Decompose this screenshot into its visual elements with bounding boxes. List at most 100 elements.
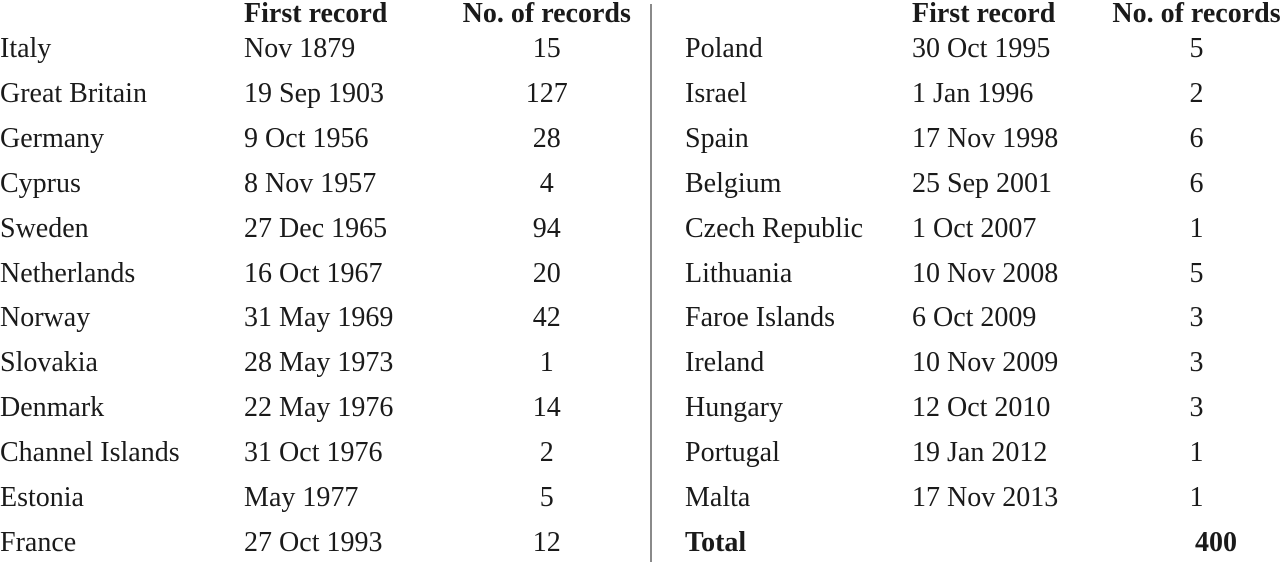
country-cell: Ireland [685, 347, 765, 379]
table-row: Sweden 27 Dec 1965 94 [0, 207, 640, 252]
first-record-cell: 19 Sep 1903 [244, 77, 385, 109]
first-record-cell: Nov 1879 [244, 33, 356, 64]
country-cell: Sweden [0, 212, 89, 244]
country-cell: Italy [0, 33, 52, 64]
first-record-cell: 1 Jan 1996 [912, 77, 1034, 109]
right-table-panel: First record No. of records Poland 30 Oct… [685, 0, 1280, 569]
table-row: Cyprus 8 Nov 1957 4 [0, 162, 640, 207]
first-record-cell: 1 Oct 2007 [912, 212, 1037, 244]
first-record-cell: 28 May 1973 [244, 347, 394, 379]
header-no-of-records: No. of records [462, 0, 631, 29]
records-count-cell: 2 [539, 437, 554, 469]
country-cell: Estonia [0, 482, 84, 514]
country-cell: Spain [685, 122, 749, 154]
first-record-cell: 12 Oct 2010 [912, 392, 1051, 424]
total-value: 400 [1195, 526, 1237, 558]
table-row: Germany 9 Oct 1956 28 [0, 117, 640, 162]
records-count-cell: 4 [539, 167, 554, 199]
first-record-cell: 17 Nov 2013 [912, 482, 1059, 514]
table-row: Netherlands 16 Oct 1967 20 [0, 252, 640, 297]
records-table-right: First record No. of records Poland 30 Oct… [685, 0, 1280, 566]
first-record-cell: 17 Nov 1998 [912, 122, 1059, 154]
table-row: Spain 17 Nov 1998 6 [685, 117, 1280, 162]
table-row: Italy Nov 1879 15 [0, 27, 640, 72]
left-table-panel: First record No. of records Italy Nov 187… [0, 0, 640, 566]
country-cell: Germany [0, 122, 105, 154]
records-count-cell: 5 [1189, 33, 1204, 64]
first-record-cell: 10 Nov 2008 [912, 257, 1059, 289]
country-cell: Belgium [685, 167, 782, 199]
records-count-cell: 20 [532, 257, 561, 289]
country-cell: France [0, 526, 77, 558]
first-record-cell: 30 Oct 1995 [912, 33, 1051, 64]
records-count-cell: 12 [532, 526, 561, 558]
country-cell: Israel [685, 77, 748, 109]
table-row: Great Britain 19 Sep 1903 127 [0, 72, 640, 117]
first-record-cell: 25 Sep 2001 [912, 167, 1052, 199]
table-row: Lithuania 10 Nov 2008 5 [685, 252, 1280, 297]
table-row: France 27 Oct 1993 12 [0, 521, 640, 566]
table-row: Malta 17 Nov 2013 1 [685, 476, 1280, 521]
records-count-cell: 5 [539, 482, 554, 514]
records-count-cell: 42 [532, 302, 561, 334]
first-record-cell: 27 Dec 1965 [244, 212, 388, 244]
table-header-row: First record No. of records [685, 0, 1280, 29]
first-record-cell: 31 Oct 1976 [244, 437, 383, 469]
table-header-row: First record No. of records [0, 0, 640, 29]
records-count-cell: 94 [532, 212, 561, 244]
country-cell: Cyprus [0, 167, 81, 199]
records-count-cell: 14 [532, 392, 561, 424]
records-count-cell: 2 [1189, 77, 1204, 109]
table-row: Channel Islands 31 Oct 1976 2 [0, 431, 640, 476]
records-count-cell: 15 [532, 33, 561, 64]
records-count-cell: 1 [539, 347, 554, 379]
table-row: Denmark 22 May 1976 14 [0, 386, 640, 431]
country-cell: Poland [685, 33, 763, 64]
table-row: Faroe Islands 6 Oct 2009 3 [685, 296, 1280, 341]
first-record-cell: 16 Oct 1967 [244, 257, 383, 289]
country-cell: Netherlands [0, 257, 136, 289]
table-row: Portugal 19 Jan 2012 1 [685, 431, 1280, 476]
first-record-cell: 22 May 1976 [244, 392, 394, 424]
table-row: Czech Republic 1 Oct 2007 1 [685, 207, 1280, 252]
records-count-cell: 3 [1189, 347, 1204, 379]
header-first-record: First record [244, 0, 388, 29]
country-cell: Denmark [0, 392, 105, 424]
first-record-cell: May 1977 [244, 482, 359, 514]
table-row: Israel 1 Jan 1996 2 [685, 72, 1280, 117]
left-table-body: Italy Nov 1879 15 Great Britain 19 Sep 1903 1… [0, 27, 640, 566]
table-row: Norway 31 May 1969 42 [0, 296, 640, 341]
country-cell: Faroe Islands [685, 302, 836, 334]
total-label: Total [685, 526, 747, 558]
header-country-blank [0, 0, 244, 27]
table-row: Ireland 10 Nov 2009 3 [685, 341, 1280, 386]
records-count-cell: 1 [1189, 437, 1204, 469]
country-cell: Channel Islands [0, 437, 180, 469]
first-record-cell: 6 Oct 2009 [912, 302, 1037, 334]
table-row: Hungary 12 Oct 2010 3 [685, 386, 1280, 431]
country-cell: Great Britain [0, 77, 147, 109]
first-record-cell: 10 Nov 2009 [912, 347, 1059, 379]
header-no-of-records: No. of records [1112, 0, 1280, 29]
country-cell: Czech Republic [685, 212, 864, 244]
table-row: Poland 30 Oct 1995 5 [685, 27, 1280, 72]
records-count-cell: 1 [1189, 482, 1204, 514]
records-count-cell: 127 [525, 77, 568, 109]
records-count-cell: 5 [1189, 257, 1204, 289]
records-count-cell: 6 [1189, 122, 1204, 154]
country-cell: Portugal [685, 437, 780, 469]
total-row: Total 400 [685, 521, 1280, 566]
records-count-cell: 3 [1189, 392, 1204, 424]
country-cell: Malta [685, 482, 751, 514]
header-country-blank [685, 0, 912, 27]
table-row: Estonia May 1977 5 [0, 476, 640, 521]
country-cell: Norway [0, 302, 91, 334]
first-record-cell: 31 May 1969 [244, 302, 394, 334]
country-cell: Hungary [685, 392, 783, 424]
right-table-body: Poland 30 Oct 1995 5 Israel 1 Jan 1996 2 Spain… [685, 27, 1280, 521]
records-table-left: First record No. of records Italy Nov 187… [0, 0, 640, 566]
table-row: Slovakia 28 May 1973 1 [0, 341, 640, 386]
header-first-record: First record [912, 0, 1056, 29]
table-row: Belgium 25 Sep 2001 6 [685, 162, 1280, 207]
country-cell: Lithuania [685, 257, 793, 289]
